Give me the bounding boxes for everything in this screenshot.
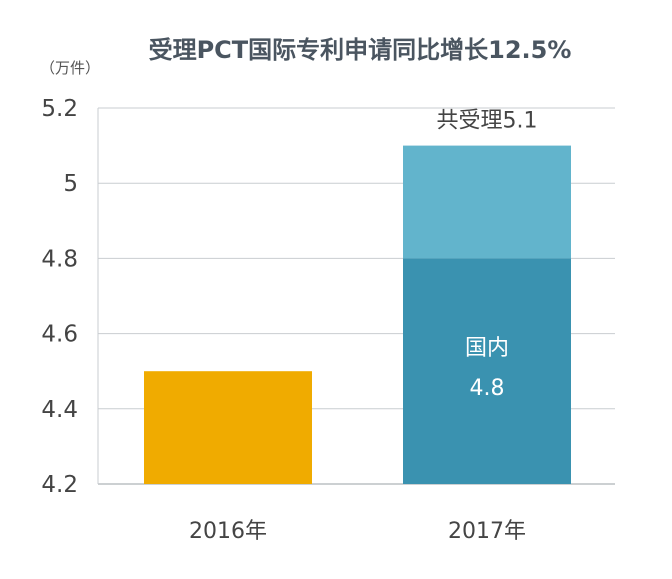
bar-0-segment-0 (144, 371, 312, 484)
y-tick-label: 4.8 (41, 246, 78, 272)
y-tick-label: 5 (63, 171, 78, 197)
segment-value-label: 4.8 (470, 376, 505, 401)
bar-1-segment-0 (403, 258, 571, 484)
y-tick-label: 4.2 (41, 472, 78, 498)
x-tick-label: 2017年 (448, 519, 526, 544)
bars (144, 145, 571, 484)
chart-title: 受理PCT国际专利申请同比增长12.5% (149, 36, 572, 64)
tick-labels: 4.2 4.4 4.6 4.8 5 5.2 2016年 2017年 (41, 96, 526, 544)
y-tick-label: 4.6 (41, 322, 78, 348)
y-axis-unit: （万件） (40, 59, 100, 77)
total-annotation: 共受理5.1 (437, 109, 538, 134)
x-tick-label: 2016年 (189, 519, 267, 544)
y-tick-label: 5.2 (41, 96, 78, 122)
data-labels: 国内 4.8 共受理5.1 (437, 109, 538, 402)
bar-1-segment-1 (403, 145, 571, 259)
segment-name-label: 国内 (465, 336, 509, 361)
y-tick-label: 4.4 (41, 397, 78, 423)
